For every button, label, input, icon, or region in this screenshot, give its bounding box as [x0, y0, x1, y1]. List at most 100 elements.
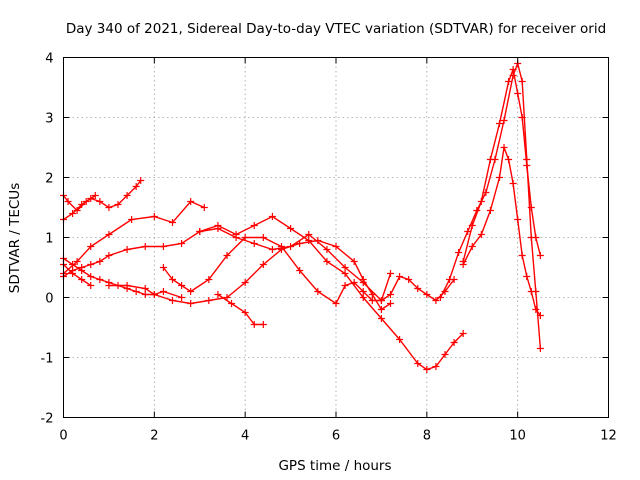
data-point-marker [486, 207, 494, 214]
data-point-marker [159, 264, 167, 271]
data-point-marker [396, 336, 404, 343]
data-point-marker [159, 243, 167, 250]
data-point-marker [496, 174, 503, 181]
data-point-marker [205, 297, 213, 304]
data-point-marker [187, 198, 195, 205]
data-point-marker [423, 291, 431, 298]
data-point-marker [114, 201, 122, 208]
data-point-marker [332, 243, 340, 250]
data-point-marker [96, 258, 104, 265]
data-point-marker [536, 312, 544, 319]
data-point-marker [69, 261, 77, 268]
data-point-marker [105, 282, 113, 289]
data-point-marker [477, 231, 485, 238]
data-point-marker [477, 198, 485, 205]
data-point-marker [455, 249, 463, 256]
data-point-marker [287, 243, 295, 250]
series-arc-13 [459, 144, 544, 319]
data-point-marker [73, 207, 81, 214]
data-point-marker [341, 282, 349, 289]
series-trace [462, 144, 541, 316]
data-point-marker [287, 225, 295, 232]
data-point-marker [468, 222, 476, 229]
data-point-marker [268, 246, 276, 253]
data-point-marker [314, 288, 322, 295]
data-point-marker [509, 180, 517, 187]
data-point-marker [178, 282, 186, 289]
x-tick-label: 12 [600, 429, 617, 444]
data-point-marker [377, 306, 385, 313]
data-point-marker [509, 66, 517, 73]
x-tick-label: 2 [150, 429, 158, 444]
data-point-marker [514, 90, 522, 97]
x-tick-label: 6 [332, 429, 340, 444]
y-tick-label: -1 [41, 352, 54, 367]
data-point-marker [405, 276, 413, 283]
data-point-marker [436, 294, 444, 301]
data-point-marker [518, 252, 526, 259]
data-point-marker [441, 351, 449, 358]
data-point-marker [228, 300, 236, 307]
data-point-marker [496, 120, 503, 127]
data-point-marker [132, 183, 140, 190]
data-point-marker [241, 309, 249, 316]
y-tick-label: -2 [41, 412, 54, 427]
data-point-marker [200, 204, 208, 211]
data-point-marker [196, 228, 204, 235]
data-point-marker [341, 270, 349, 277]
data-point-marker [150, 213, 158, 220]
x-axis-label: GPS time / hours [278, 458, 391, 474]
data-point-marker [223, 252, 231, 259]
data-point-marker [359, 288, 367, 295]
data-point-marker [268, 213, 276, 220]
data-point-marker [387, 270, 394, 277]
data-point-marker [82, 198, 90, 205]
data-point-marker [514, 216, 522, 223]
data-point-marker [87, 273, 95, 280]
data-point-marker [396, 273, 404, 280]
data-point-marker [527, 288, 535, 295]
data-point-marker [69, 210, 77, 217]
data-point-marker [359, 294, 367, 301]
data-point-marker [278, 243, 285, 250]
series-arc-10 [214, 291, 267, 328]
data-point-marker [241, 279, 249, 286]
data-point-marker [532, 306, 540, 313]
data-point-marker [486, 156, 494, 163]
data-point-marker [105, 204, 113, 211]
data-point-marker [96, 276, 104, 283]
data-point-marker [305, 237, 313, 244]
data-point-marker [323, 246, 331, 253]
series-arc-7 [105, 282, 186, 301]
data-point-marker [250, 321, 258, 328]
data-point-marker [78, 276, 86, 283]
data-point-marker [214, 225, 222, 232]
x-tick-label: 8 [423, 429, 431, 444]
data-point-marker [450, 339, 458, 346]
data-point-marker [368, 297, 376, 304]
y-axis-label: SDTVAR / TECUs [7, 183, 23, 293]
data-point-marker [464, 228, 472, 235]
data-point-marker [505, 156, 513, 163]
series-arc-9 [196, 225, 394, 304]
data-point-marker [87, 282, 95, 289]
data-point-marker [105, 252, 113, 259]
data-point-marker [536, 252, 544, 259]
data-point-marker [64, 198, 72, 205]
series-arc-6 [60, 261, 95, 289]
data-point-marker [123, 192, 131, 199]
data-point-marker [141, 285, 149, 292]
x-tick-label: 4 [241, 429, 249, 444]
data-point-marker [523, 273, 531, 280]
chart-title: Day 340 of 2021, Sidereal Day-to-day VTE… [66, 21, 606, 37]
data-point-marker [414, 360, 422, 367]
y-tick-label: 0 [45, 292, 53, 307]
data-point-marker [296, 267, 304, 274]
data-point-marker [432, 363, 440, 370]
data-point-marker [78, 264, 86, 271]
y-tick-label: 1 [45, 232, 53, 247]
data-point-marker [169, 276, 176, 283]
data-point-marker [159, 288, 167, 295]
y-tick-label: 3 [45, 112, 53, 127]
